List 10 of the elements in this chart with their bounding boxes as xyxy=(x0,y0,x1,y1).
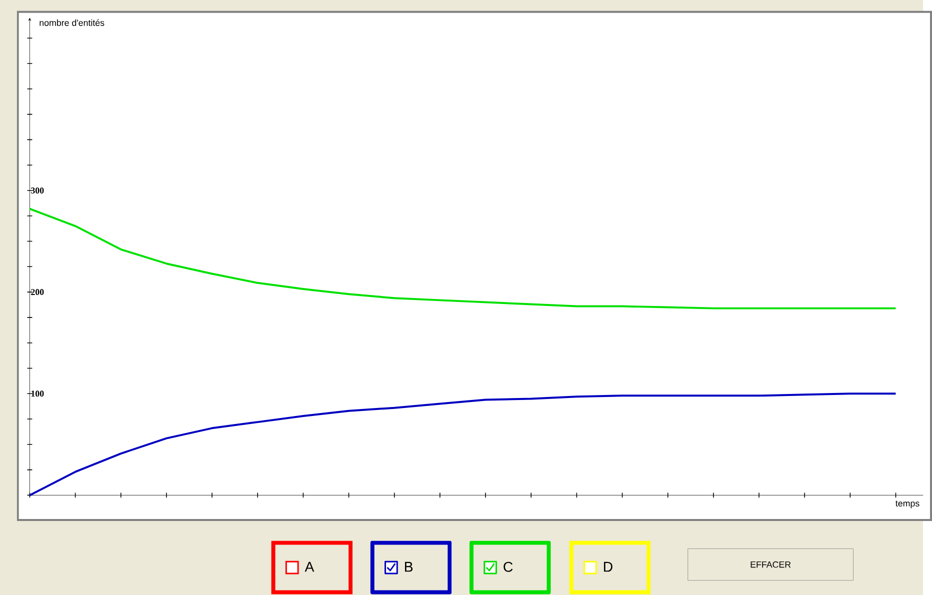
y-tick-label: 100 xyxy=(31,390,44,397)
y-tick-label: 300 xyxy=(31,187,44,194)
y-tick-label: 200 xyxy=(31,288,44,295)
text: EFFACER xyxy=(750,561,791,568)
legend-label: C xyxy=(504,562,513,572)
x-axis-title: temps xyxy=(896,500,920,508)
legend-label: B xyxy=(405,562,413,572)
legend-label: D xyxy=(604,562,612,572)
y-axis-title: nombre d'entités xyxy=(40,19,104,26)
legend-label: A xyxy=(304,562,314,572)
